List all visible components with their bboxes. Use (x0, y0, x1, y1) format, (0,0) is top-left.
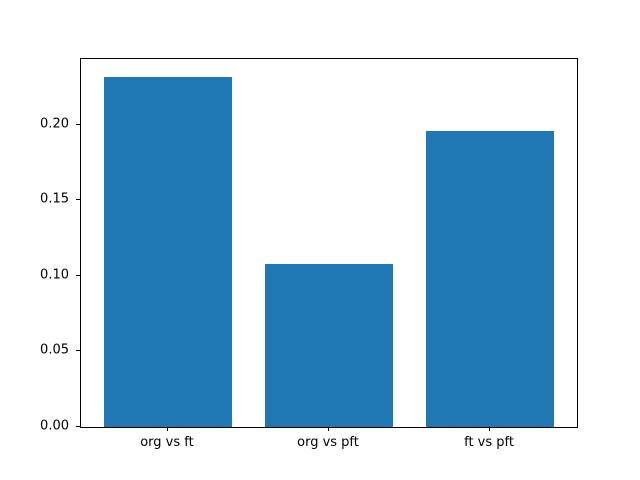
plot-area (80, 58, 578, 428)
bar-org-vs-ft (103, 76, 233, 427)
bar-ft-vs-pft (425, 130, 555, 427)
x-tick-label-org-vs-pft: org vs pft (297, 435, 359, 450)
x-tick-label-org-vs-ft: org vs ft (140, 435, 194, 450)
x-tick-mark-org-vs-pft (328, 427, 329, 431)
y-tick-label-0.20: 0.20 (40, 116, 69, 132)
x-tick-mark-ft-vs-pft (489, 427, 491, 431)
y-tick-label-0.00: 0.00 (40, 418, 69, 434)
x-tick-mark-org-vs-ft (166, 427, 168, 431)
x-tick-label-ft-vs-pft: ft vs pft (464, 435, 514, 450)
y-tick-mark-0.20 (76, 123, 80, 125)
bar-org-vs-pft (264, 263, 394, 427)
y-tick-mark-0.10 (76, 274, 80, 276)
y-tick-label-0.10: 0.10 (40, 267, 69, 283)
y-tick-label-0.15: 0.15 (40, 191, 69, 207)
y-tick-mark-0.05 (76, 350, 80, 352)
y-tick-mark-0.15 (76, 199, 80, 201)
y-tick-mark-0.00 (76, 426, 80, 427)
y-tick-label-0.05: 0.05 (40, 342, 69, 358)
